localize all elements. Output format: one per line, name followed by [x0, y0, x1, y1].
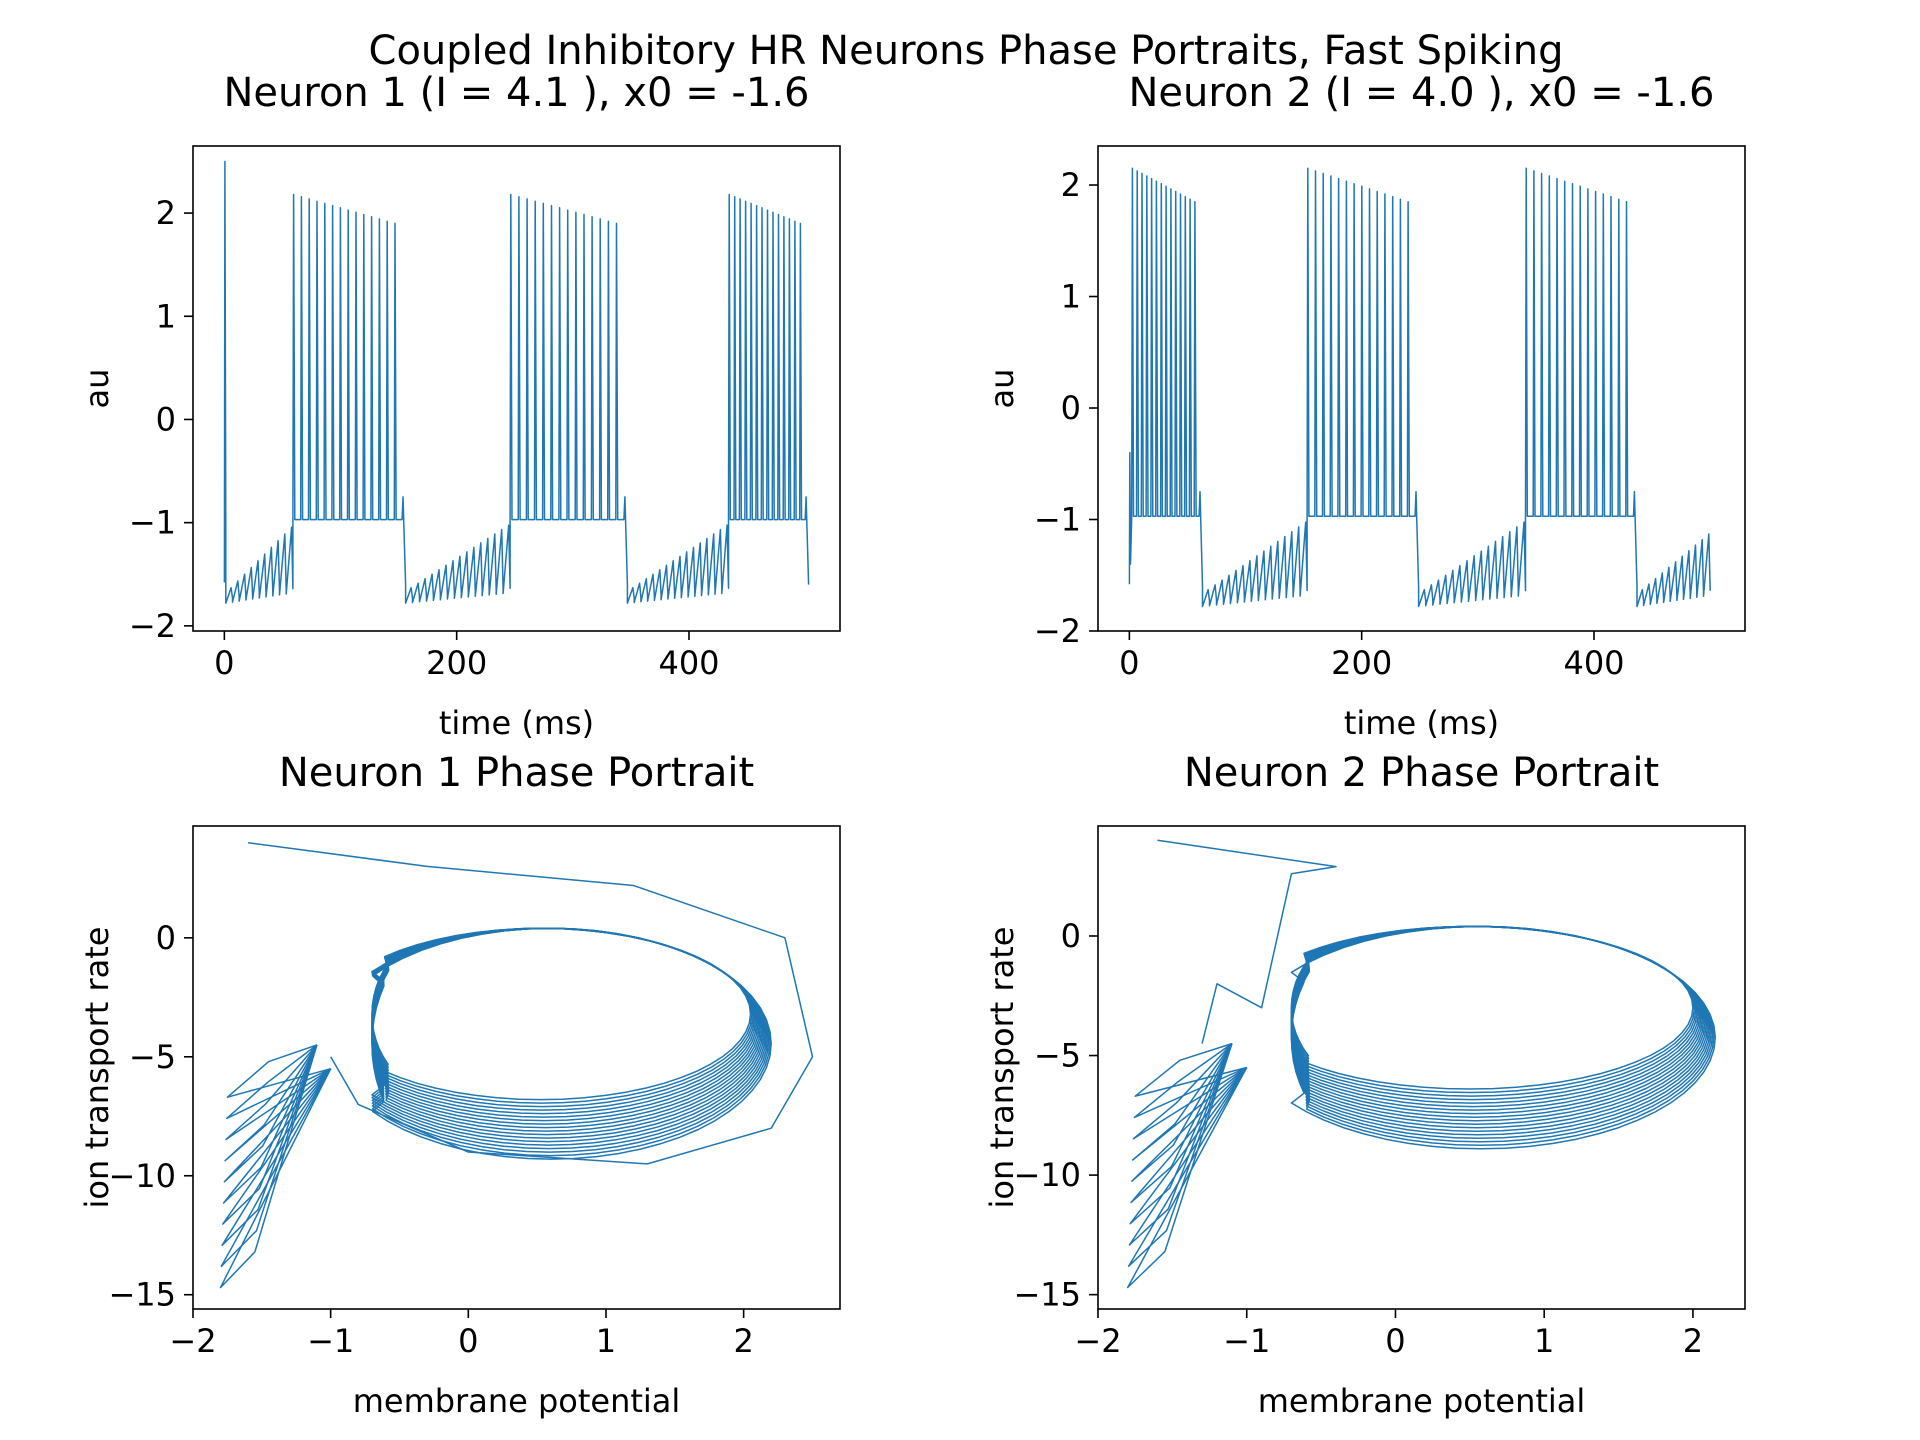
y-axis-label: au [78, 369, 116, 409]
y-tick-label: 1 [156, 297, 176, 335]
y-tick-label: −2 [129, 607, 176, 645]
chart-panel-1: 0 200 400 −2 −1 0 1 2 Neuron 1 (I = 4.1 ), x0 = … [78, 70, 841, 742]
loop-line [225, 1044, 332, 1120]
y-axis-label: ion transport rate [983, 927, 1021, 1209]
x-tick-label: 400 [1563, 644, 1624, 682]
x-tick-label: 200 [426, 644, 487, 682]
loop-line [371, 927, 752, 1101]
x-tick-label: −1 [1223, 1322, 1270, 1360]
plot-area [1128, 167, 1711, 608]
y-tick-label: 2 [156, 194, 176, 232]
loop-line [1129, 1043, 1248, 1225]
loop-line [224, 1044, 332, 1162]
x-tick-label: 1 [1534, 1322, 1554, 1360]
y-tick-label: 0 [156, 400, 176, 438]
y-tick-label: −5 [129, 1038, 176, 1076]
loop-line [1132, 1043, 1248, 1140]
y-tick-label: 0 [156, 919, 176, 957]
transient-line [1157, 839, 1337, 1044]
y-tick-label: −5 [1034, 1037, 1081, 1075]
loop-line [1133, 1042, 1248, 1119]
y-tick-label: 0 [1061, 389, 1081, 427]
x-tick-label: 0 [214, 644, 234, 682]
x-tick-label: 0 [1385, 1322, 1405, 1360]
x-axis-label: membrane potential [1258, 1382, 1586, 1420]
axes-frame [192, 145, 841, 632]
x-tick-label: 0 [1119, 644, 1139, 682]
x-tick-label: −2 [169, 1322, 216, 1360]
y-tick-label: −15 [1013, 1276, 1081, 1314]
loop-line [1131, 1043, 1248, 1161]
panel-title: Neuron 1 Phase Portrait [279, 750, 754, 796]
panel-title: Neuron 2 Phase Portrait [1184, 750, 1659, 796]
y-tick-label: −1 [1034, 501, 1081, 539]
loop-line [220, 1044, 332, 1268]
loop-line [1134, 1042, 1247, 1097]
y-tick-label: −10 [1013, 1156, 1081, 1194]
y-tick-label: −1 [129, 504, 176, 542]
loop-line [225, 1044, 332, 1141]
panel-title: Neuron 2 (I = 4.0 ), x0 = -1.6 [1129, 70, 1715, 116]
panel-title: Neuron 1 (I = 4.1 ), x0 = -1.6 [224, 70, 810, 116]
x-axis-label: time (ms) [439, 704, 594, 742]
loop-line [1130, 1043, 1248, 1204]
x-tick-label: 200 [1331, 644, 1392, 682]
axes-frame [1097, 825, 1746, 1310]
loop-line [1128, 1043, 1248, 1246]
loop-line [221, 1044, 332, 1247]
y-tick-label: 0 [1061, 917, 1081, 955]
y-tick-label: 1 [1061, 278, 1081, 316]
suptitle: Coupled Inhibitory HR Neurons Phase Port… [369, 28, 1564, 74]
loop-line [1290, 925, 1694, 1090]
y-tick-label: −2 [1034, 612, 1081, 650]
loop-line [1127, 1043, 1248, 1267]
loop-line [226, 1044, 331, 1098]
x-axis-label: time (ms) [1344, 704, 1499, 742]
axes-frame [1097, 145, 1746, 632]
plot-area [223, 160, 810, 604]
series-line [1128, 167, 1711, 608]
x-tick-label: −1 [307, 1322, 354, 1360]
loop-line [222, 1044, 332, 1204]
x-tick-label: 0 [458, 1322, 478, 1360]
x-tick-label: 2 [733, 1322, 753, 1360]
y-tick-label: −10 [108, 1157, 176, 1195]
x-tick-label: 1 [596, 1322, 616, 1360]
chart-panel-2: 0 200 400 −2 −1 0 1 2 Neuron 2 (I = 4.0 ), x0 = … [983, 70, 1746, 742]
plot-area [1126, 839, 1717, 1289]
axes-frame [192, 825, 841, 1310]
x-axis-label: membrane potential [353, 1382, 681, 1420]
y-axis-label: au [983, 369, 1021, 409]
y-axis-label: ion transport rate [78, 927, 116, 1209]
x-tick-label: 2 [1683, 1322, 1703, 1360]
x-tick-label: −2 [1074, 1322, 1121, 1360]
y-tick-label: −15 [108, 1276, 176, 1314]
plot-area [219, 841, 814, 1289]
series-line [223, 160, 810, 604]
x-tick-label: 400 [658, 644, 719, 682]
y-tick-label: 2 [1061, 166, 1081, 204]
loop-line [222, 1044, 332, 1225]
